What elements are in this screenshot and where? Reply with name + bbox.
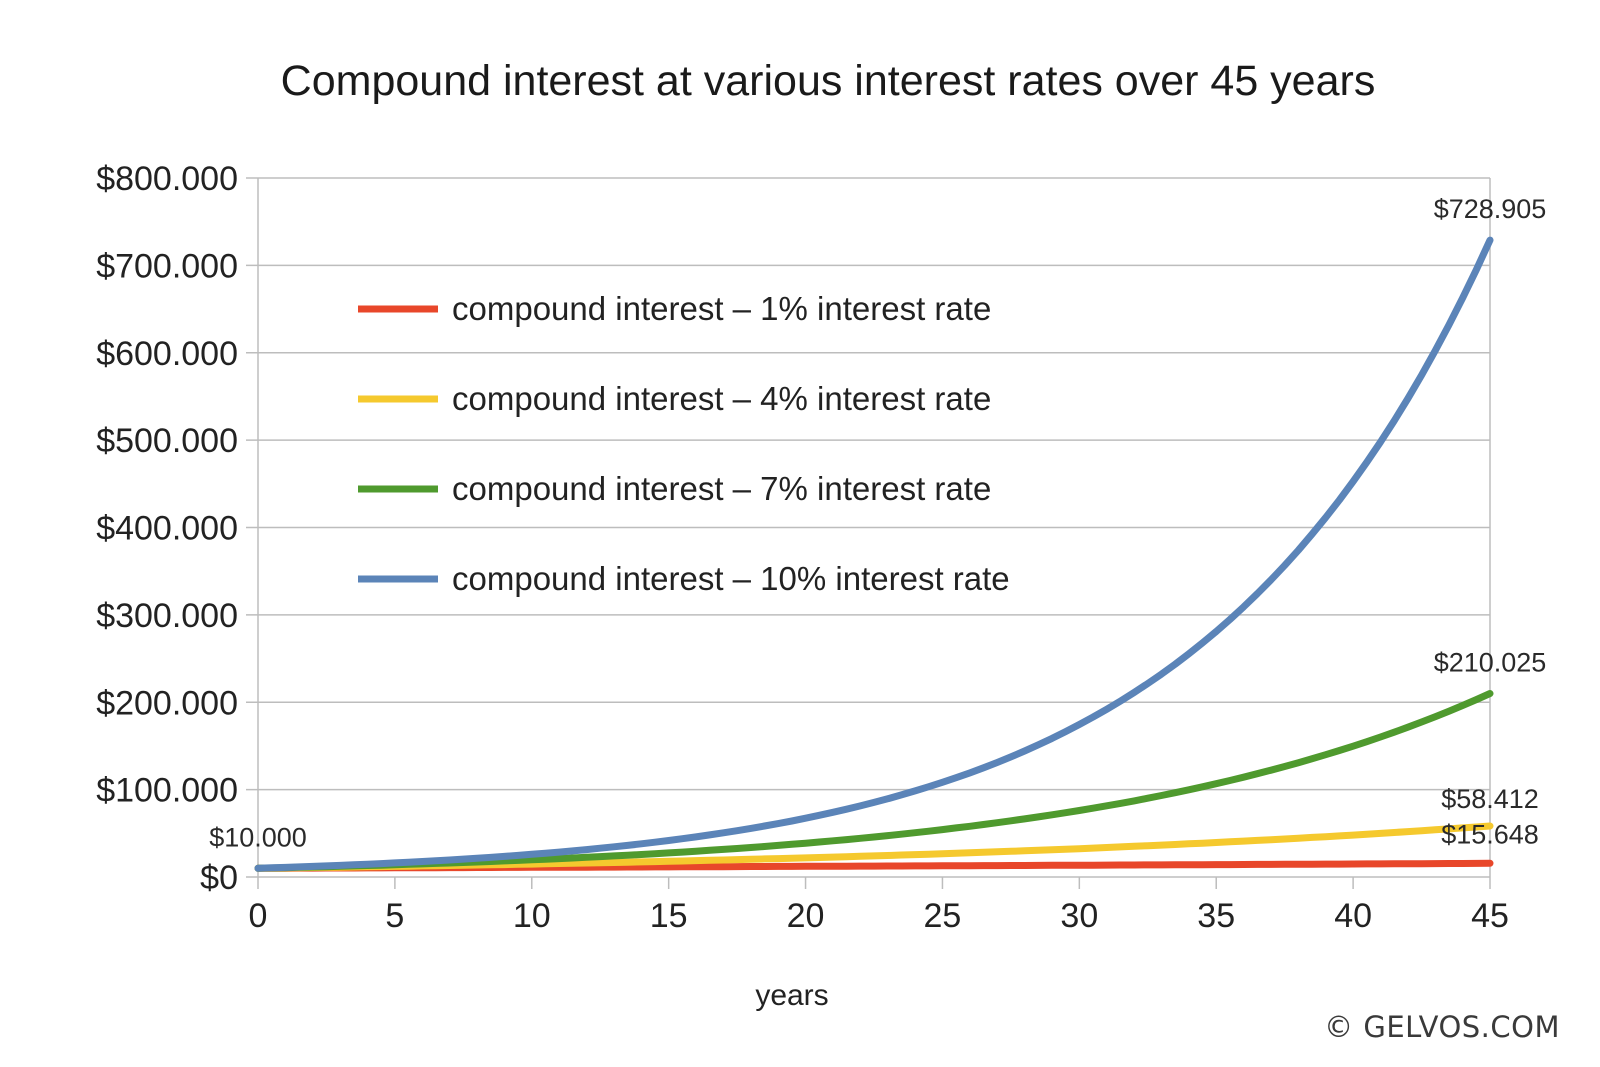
legend-label: compound interest – 10% interest rate — [452, 560, 1010, 597]
x-tick-label: 0 — [249, 897, 268, 935]
x-tick-label: 35 — [1197, 897, 1235, 935]
chart-title: Compound interest at various interest ra… — [281, 57, 1376, 105]
watermark: © GELVOS.COM — [1324, 1010, 1560, 1044]
y-tick-label: $600.000 — [96, 335, 238, 373]
data-label: $10.000 — [209, 822, 307, 852]
y-tick-label: $200.000 — [96, 684, 238, 722]
annotations: $10.000 $728.905 $210.025 $58.412 $15.648 — [209, 194, 1546, 852]
x-axis-label: years — [755, 979, 828, 1012]
data-label: $15.648 — [1441, 819, 1539, 849]
data-label: $728.905 — [1434, 194, 1547, 224]
y-tick-label: $700.000 — [96, 247, 238, 285]
y-tick-label: $300.000 — [96, 597, 238, 635]
grid — [258, 177, 1490, 878]
data-label: $58.412 — [1441, 784, 1539, 814]
series-lines — [254, 236, 1494, 872]
legend-label: compound interest – 4% interest rate — [452, 380, 991, 417]
series-line — [254, 236, 1494, 872]
x-tick-label: 45 — [1471, 897, 1509, 935]
x-tick-label: 25 — [924, 897, 962, 935]
x-tick-label: 30 — [1060, 897, 1098, 935]
axes: $0 $100.000 $200.000 $300.000 $400.000 $500.0… — [96, 160, 1509, 935]
legend: compound interest – 1% interest rate comp… — [358, 290, 1010, 597]
x-tick-label: 5 — [385, 897, 404, 935]
legend-label: compound interest – 1% interest rate — [452, 290, 991, 327]
y-tick-label: $500.000 — [96, 422, 238, 460]
x-tick-label: 10 — [513, 897, 551, 935]
y-tick-label: $800.000 — [96, 160, 238, 198]
legend-label: compound interest – 7% interest rate — [452, 470, 991, 507]
y-tick-label: $100.000 — [96, 772, 238, 810]
y-tick-label: $400.000 — [96, 510, 238, 548]
x-tick-label: 15 — [650, 897, 688, 935]
series-line — [254, 690, 1494, 872]
data-label: $210.025 — [1434, 647, 1547, 677]
y-tick-label: $0 — [200, 859, 238, 897]
x-tick-label: 20 — [787, 897, 825, 935]
x-tick-label: 40 — [1334, 897, 1372, 935]
